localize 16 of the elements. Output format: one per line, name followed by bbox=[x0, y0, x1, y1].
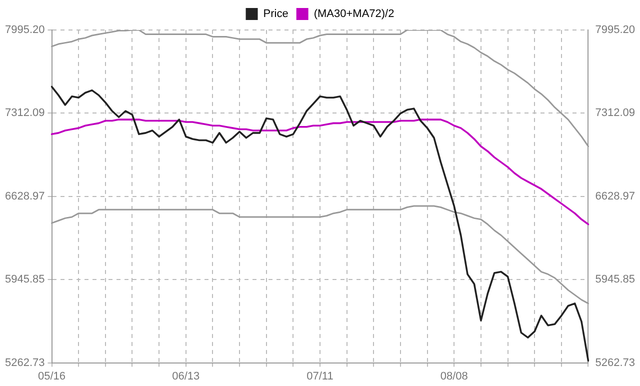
y2-tick-label: 5945.85 bbox=[595, 274, 636, 286]
y-tick-label: 7995.20 bbox=[4, 24, 45, 36]
x-tick-label: 06/13 bbox=[172, 370, 200, 382]
x-tick-label: 07/11 bbox=[306, 370, 334, 382]
y-tick-label: 7312.09 bbox=[4, 107, 45, 120]
y2-tick-label: 7312.09 bbox=[595, 107, 636, 120]
y-tick-label: 6628.97 bbox=[4, 190, 45, 202]
x-tick-label: 05/16 bbox=[38, 370, 66, 382]
x-tick-label: 08/08 bbox=[440, 370, 468, 382]
y2-tick-label: 7995.20 bbox=[595, 24, 636, 36]
legend-label: Price bbox=[263, 8, 288, 20]
y-tick-label: 5262.73 bbox=[4, 356, 45, 369]
y2-tick-label: 6628.97 bbox=[595, 190, 636, 202]
y2-tick-label: 5262.73 bbox=[595, 356, 636, 369]
y-tick-label: 5945.85 bbox=[4, 274, 45, 286]
legend-label: (MA30+MA72)/2 bbox=[314, 8, 394, 20]
